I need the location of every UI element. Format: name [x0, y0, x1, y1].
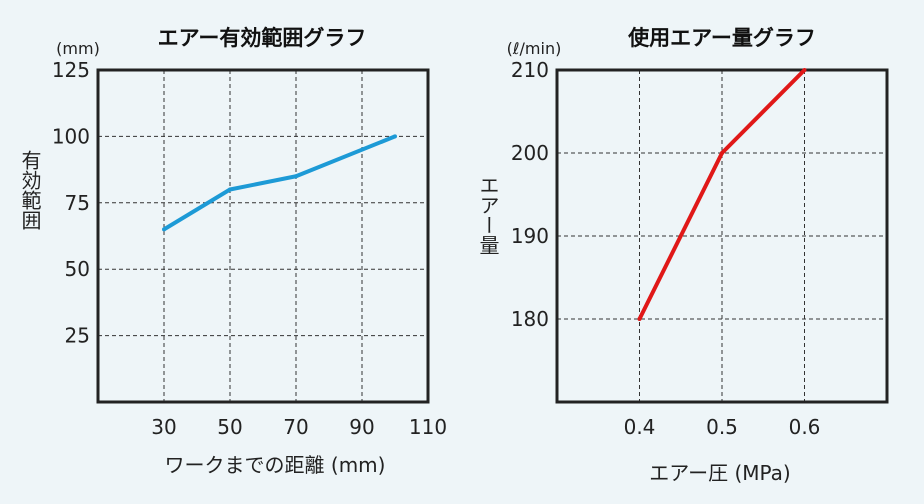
grid-lines [557, 70, 887, 402]
y-axis-label: 有効範囲 [18, 150, 42, 230]
x-axis-label: ワークまでの距離 (mm) [165, 453, 386, 477]
x-tick-label: 90 [349, 415, 374, 439]
air-consumption-chart: 使用エアー量グラフ (ℓ/min) エアー圧 (MPa) エアー量 0.4 0.5… [476, 26, 889, 485]
y-tick-label: 125 [52, 58, 90, 82]
y-tick-label: 190 [511, 224, 549, 248]
series [637, 68, 807, 321]
x-tick-label: 0.4 [624, 415, 656, 439]
y-unit-label: (mm) [56, 39, 100, 58]
x-tick-label: 50 [217, 415, 242, 439]
plot-frame [96, 68, 430, 404]
chart-title: エアー有効範囲グラフ [158, 26, 367, 50]
data-point [162, 227, 166, 232]
y-tick-label: 25 [65, 324, 90, 348]
y-tick-label: 50 [65, 257, 90, 281]
y-tick-label: 100 [52, 124, 90, 148]
chart-title: 使用エアー量グラフ [627, 26, 816, 50]
tick-labels: 0.4 0.5 0.6 180 190 200 210 [511, 58, 821, 439]
x-tick-label: 70 [283, 415, 308, 439]
data-point [802, 68, 807, 72]
effective-range-chart: エアー有効範囲グラフ (mm) ワークまでの距離 (mm) 有効範囲 30 50 7… [18, 26, 447, 477]
y-unit-label: (ℓ/min) [507, 39, 562, 58]
x-tick-label: 0.5 [706, 415, 738, 439]
grid-lines [98, 70, 428, 402]
data-point [393, 134, 397, 139]
y-tick-label: 75 [65, 191, 90, 215]
data-point [637, 317, 642, 321]
x-tick-label: 0.6 [789, 415, 821, 439]
series-line [162, 134, 396, 232]
data-point [228, 187, 232, 192]
y-tick-label: 200 [511, 141, 549, 165]
x-tick-label: 30 [151, 415, 176, 439]
data-point [294, 174, 298, 179]
series [162, 134, 397, 232]
x-axis-label: エアー圧 (MPa) [649, 461, 790, 485]
y-tick-label: 210 [511, 58, 549, 82]
tick-labels: 30 50 70 90 110 25 50 75 100 125 [52, 58, 447, 439]
data-point [720, 151, 724, 155]
plot-frame [555, 68, 889, 404]
x-tick-label: 110 [409, 415, 447, 439]
y-axis-label: エアー量 [476, 175, 500, 255]
y-tick-label: 180 [511, 307, 549, 331]
